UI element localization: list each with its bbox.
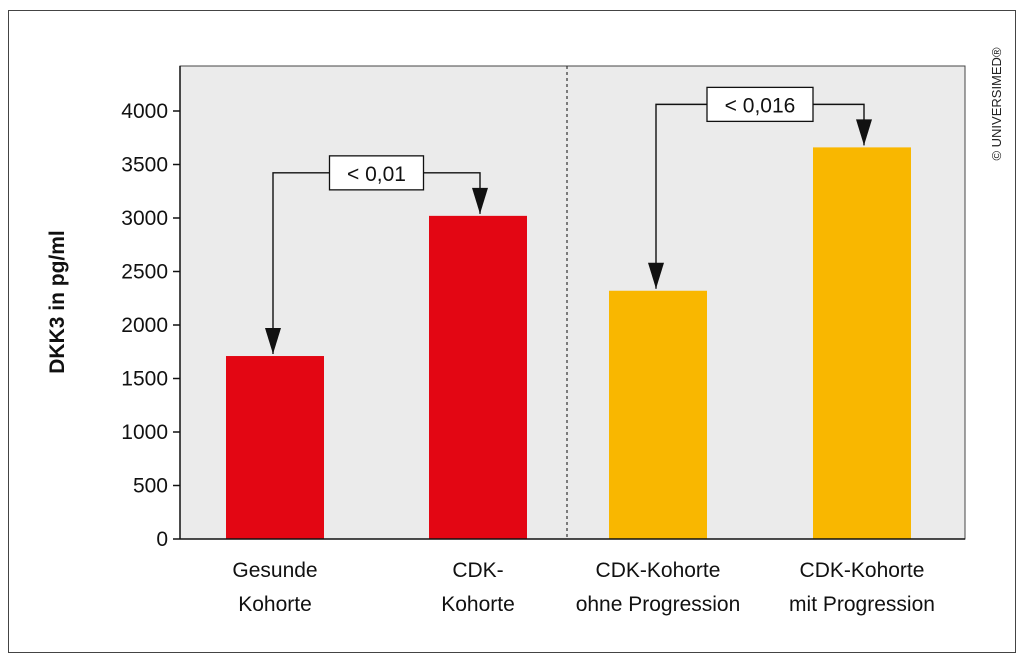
bar-2	[429, 215, 527, 540]
y-tick-label: 1500	[121, 368, 168, 391]
arrow-head	[648, 262, 664, 289]
y-axis-label: DKK3 in pg/ml	[46, 230, 69, 374]
y-tick-label: 3000	[121, 207, 168, 230]
bar-3	[609, 290, 707, 539]
bar-4	[813, 147, 911, 539]
arrow-head	[856, 119, 872, 146]
p-value-box	[328, 155, 425, 191]
copyright-notice: © UNIVERSIMED®	[989, 47, 1004, 160]
p-value-label: < 0,01	[347, 163, 406, 186]
category-label: CDK-	[452, 559, 503, 582]
y-tick-label: 2500	[121, 261, 168, 284]
bar-1	[226, 356, 324, 539]
category-label: Kohorte	[441, 593, 515, 616]
arrow-head	[265, 328, 281, 355]
category-label: CDK-Kohorte	[596, 559, 721, 582]
y-tick-label: 2000	[121, 314, 168, 337]
category-label: CDK-Kohorte	[800, 559, 925, 582]
category-label: Kohorte	[238, 593, 312, 616]
category-label: Gesunde	[232, 559, 317, 582]
p-value-label: < 0,016	[725, 94, 796, 117]
y-tick-label: 1000	[121, 421, 168, 444]
category-label: ohne Progression	[576, 593, 741, 616]
category-label: mit Progression	[789, 593, 935, 616]
y-tick-label: 3500	[121, 154, 168, 177]
y-tick-label: 500	[133, 475, 168, 498]
arrow-head	[472, 187, 488, 214]
y-tick-label: 0	[156, 528, 168, 551]
chart-frame	[8, 10, 1016, 653]
p-value-box	[706, 86, 814, 123]
y-tick-label: 4000	[121, 100, 168, 123]
